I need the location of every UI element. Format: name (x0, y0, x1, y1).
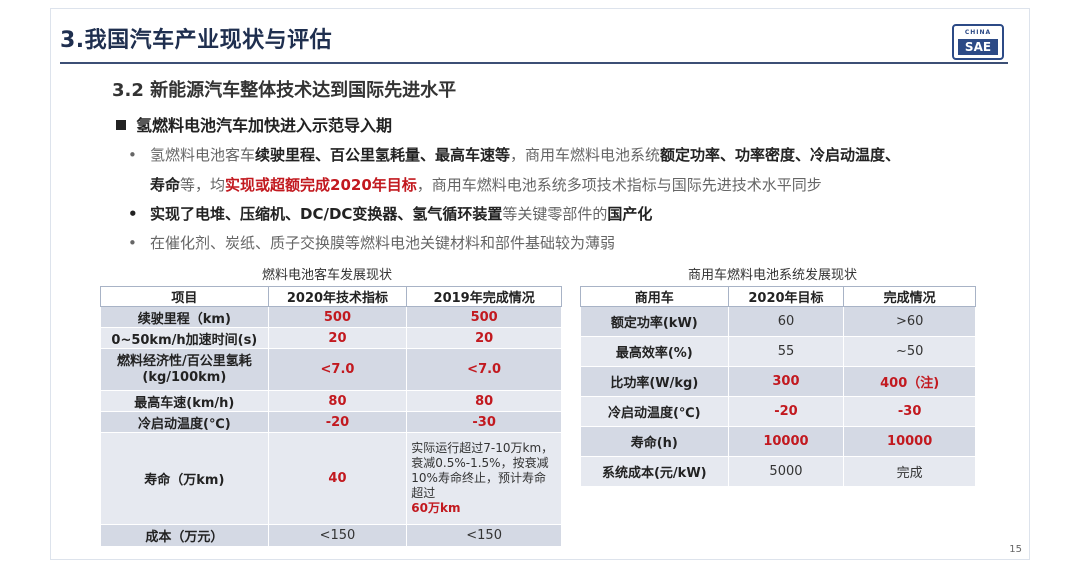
actual-value-note: 实际运行超过7-10万km，衰减0.5%-1.5%，按衰减10%寿命终止，预计寿… (406, 432, 562, 525)
table2-caption: 商用车燃料电池系统发展现状 (688, 268, 858, 283)
section-heading: 氢燃料电池汽车加快进入示范导入期 (116, 112, 392, 136)
bullet-dot-icon: • (128, 146, 137, 164)
table-row: 寿命（万km) 40 实际运行超过7-10万km，衰减0.5%-1.5%，按衰减… (100, 432, 562, 525)
table-row: 0~50km/h加速时间(s) 20 20 (100, 327, 562, 349)
actual-value: ~50 (843, 336, 976, 367)
table-row: 系统成本(元/kW) 5000 完成 (580, 456, 976, 487)
row-label: 额定功率(kW) (580, 306, 729, 337)
actual-value: >60 (843, 306, 976, 337)
table-header-cell: 2020年技术指标 (267, 286, 408, 307)
actual-value: 400（注) (843, 366, 976, 397)
row-label: 续驶里程（km) (100, 306, 269, 328)
actual-value: <7.0 (406, 348, 562, 391)
target-value: 300 (727, 366, 845, 397)
square-bullet-icon (116, 119, 126, 130)
row-label: 寿命（万km) (100, 432, 269, 525)
row-label: 燃料经济性/百公里氢耗 (kg/100km) (100, 348, 269, 391)
table-row: 最高车速(km/h) 80 80 (100, 390, 562, 412)
fuel-cell-bus-table: 项目 2020年技术指标 2019年完成情况 续驶里程（km) 500 500 … (100, 286, 562, 547)
target-value: 5000 (727, 456, 845, 487)
table-row: 冷启动温度(℃) -20 -30 (580, 396, 976, 427)
bullet-3: • 在催化剂、炭纸、质子交换膜等燃料电池关键材料和部件基础较为薄弱 (128, 228, 988, 258)
row-label: 成本（万元） (100, 524, 269, 547)
life-highlight: 60万km (411, 501, 461, 515)
table-row: 最高效率(%) 55 ~50 (580, 336, 976, 367)
target-value: 80 (267, 390, 408, 412)
target-value: -20 (267, 411, 408, 433)
target-value: 500 (267, 306, 408, 328)
table-header-row: 商用车 2020年目标 完成情况 (580, 286, 976, 307)
table-row: 比功率(W/kg) 300 400（注) (580, 366, 976, 397)
bullet-2-text-c: 国产化 (607, 205, 653, 223)
china-sae-logo: CHINA SAE (952, 24, 1004, 60)
target-value: -20 (727, 396, 845, 427)
actual-value: 完成 (843, 456, 976, 487)
actual-value: -30 (843, 396, 976, 427)
target-value: 20 (267, 327, 408, 349)
table-row: 成本（万元） <150 <150 (100, 524, 562, 547)
row-label: 冷启动温度(℃) (100, 411, 269, 433)
bullet-1-text-a: 氢燃料电池客车 (150, 146, 256, 164)
table1-caption: 燃料电池客车发展现状 (262, 268, 393, 283)
bullet-2: • 实现了电堆、压缩机、DC/DC变换器、氢气循环装置等关键零部件的国产化 (128, 199, 988, 229)
table-header-cell: 2019年完成情况 (406, 286, 562, 307)
life-note-text: 实际运行超过7-10万km，衰减0.5%-1.5%，按衰减10%寿命终止，预计寿… (411, 441, 554, 500)
target-value: 10000 (727, 426, 845, 457)
bullet-2-text-a: 实现了电堆、压缩机、DC/DC变换器、氢气循环装置 (150, 205, 503, 223)
target-value: 55 (727, 336, 845, 367)
logo-bottom-text: SAE (958, 39, 998, 55)
bullet-1-text-d: 额定功率、功率密度、冷启动温度、 (660, 146, 901, 164)
bullet-dot-icon: • (128, 205, 138, 223)
commercial-fuel-cell-table: 商用车 2020年目标 完成情况 额定功率(kW) 60 >60 最高效率(%)… (580, 286, 976, 487)
table-header-cell: 项目 (100, 286, 269, 307)
row-label: 系统成本(元/kW) (580, 456, 729, 487)
slide-title: 3.我国汽车产业现状与评估 (60, 28, 333, 53)
row-label: 最高车速(km/h) (100, 390, 269, 412)
bullet-2-text-b: 等关键零部件的 (502, 205, 608, 223)
title-divider (60, 62, 1008, 64)
actual-value: 80 (406, 390, 562, 412)
target-value: <150 (267, 524, 408, 547)
bullet-3-text: 在催化剂、炭纸、质子交换膜等燃料电池关键材料和部件基础较为薄弱 (150, 234, 616, 252)
table-header-row: 项目 2020年技术指标 2019年完成情况 (100, 286, 562, 307)
table-row: 燃料经济性/百公里氢耗 (kg/100km) <7.0 <7.0 (100, 348, 562, 391)
row-label: 寿命(h) (580, 426, 729, 457)
row-label: 比功率(W/kg) (580, 366, 729, 397)
bullet-1-text-f: 等，均 (180, 176, 226, 194)
table-row: 寿命(h) 10000 10000 (580, 426, 976, 457)
bullet-1-text-e: 寿命 (150, 176, 181, 194)
table-header-cell: 2020年目标 (727, 286, 845, 307)
table-row: 续驶里程（km) 500 500 (100, 306, 562, 328)
actual-value: 500 (406, 306, 562, 328)
bullet-1-text-c: ，商用车燃料电池系统 (510, 146, 661, 164)
bullet-1: • 氢燃料电池客车续驶里程、百公里氢耗量、最高车速等，商用车燃料电池系统额定功率、… (128, 140, 988, 200)
target-value: 40 (267, 432, 408, 525)
target-value: 60 (727, 306, 845, 337)
table-row: 额定功率(kW) 60 >60 (580, 306, 976, 337)
actual-value: <150 (406, 524, 562, 547)
table-row: 冷启动温度(℃) -20 -30 (100, 411, 562, 433)
logo-top-text: CHINA (964, 29, 992, 36)
actual-value: 20 (406, 327, 562, 349)
row-label: 0~50km/h加速时间(s) (100, 327, 269, 349)
target-value: <7.0 (267, 348, 408, 391)
section-subtitle: 3.2 新能源汽车整体技术达到国际先进水平 (112, 80, 457, 101)
bullet-1-text-g: ，商用车燃料电池系统多项技术指标与国际先进技术水平同步 (416, 176, 822, 194)
row-label: 冷启动温度(℃) (580, 396, 729, 427)
bullet-1-text-b: 续驶里程、百公里氢耗量、最高车速等 (255, 146, 511, 164)
bullet-1-highlight: 实现或超额完成2020年目标 (225, 176, 417, 194)
table-header-cell: 完成情况 (843, 286, 976, 307)
actual-value: 10000 (843, 426, 976, 457)
page-number: 15 (1009, 544, 1022, 555)
bullet-dot-icon: • (128, 234, 137, 252)
section-heading-text: 氢燃料电池汽车加快进入示范导入期 (136, 116, 393, 135)
row-label: 最高效率(%) (580, 336, 729, 367)
table-header-cell: 商用车 (580, 286, 729, 307)
actual-value: -30 (406, 411, 562, 433)
